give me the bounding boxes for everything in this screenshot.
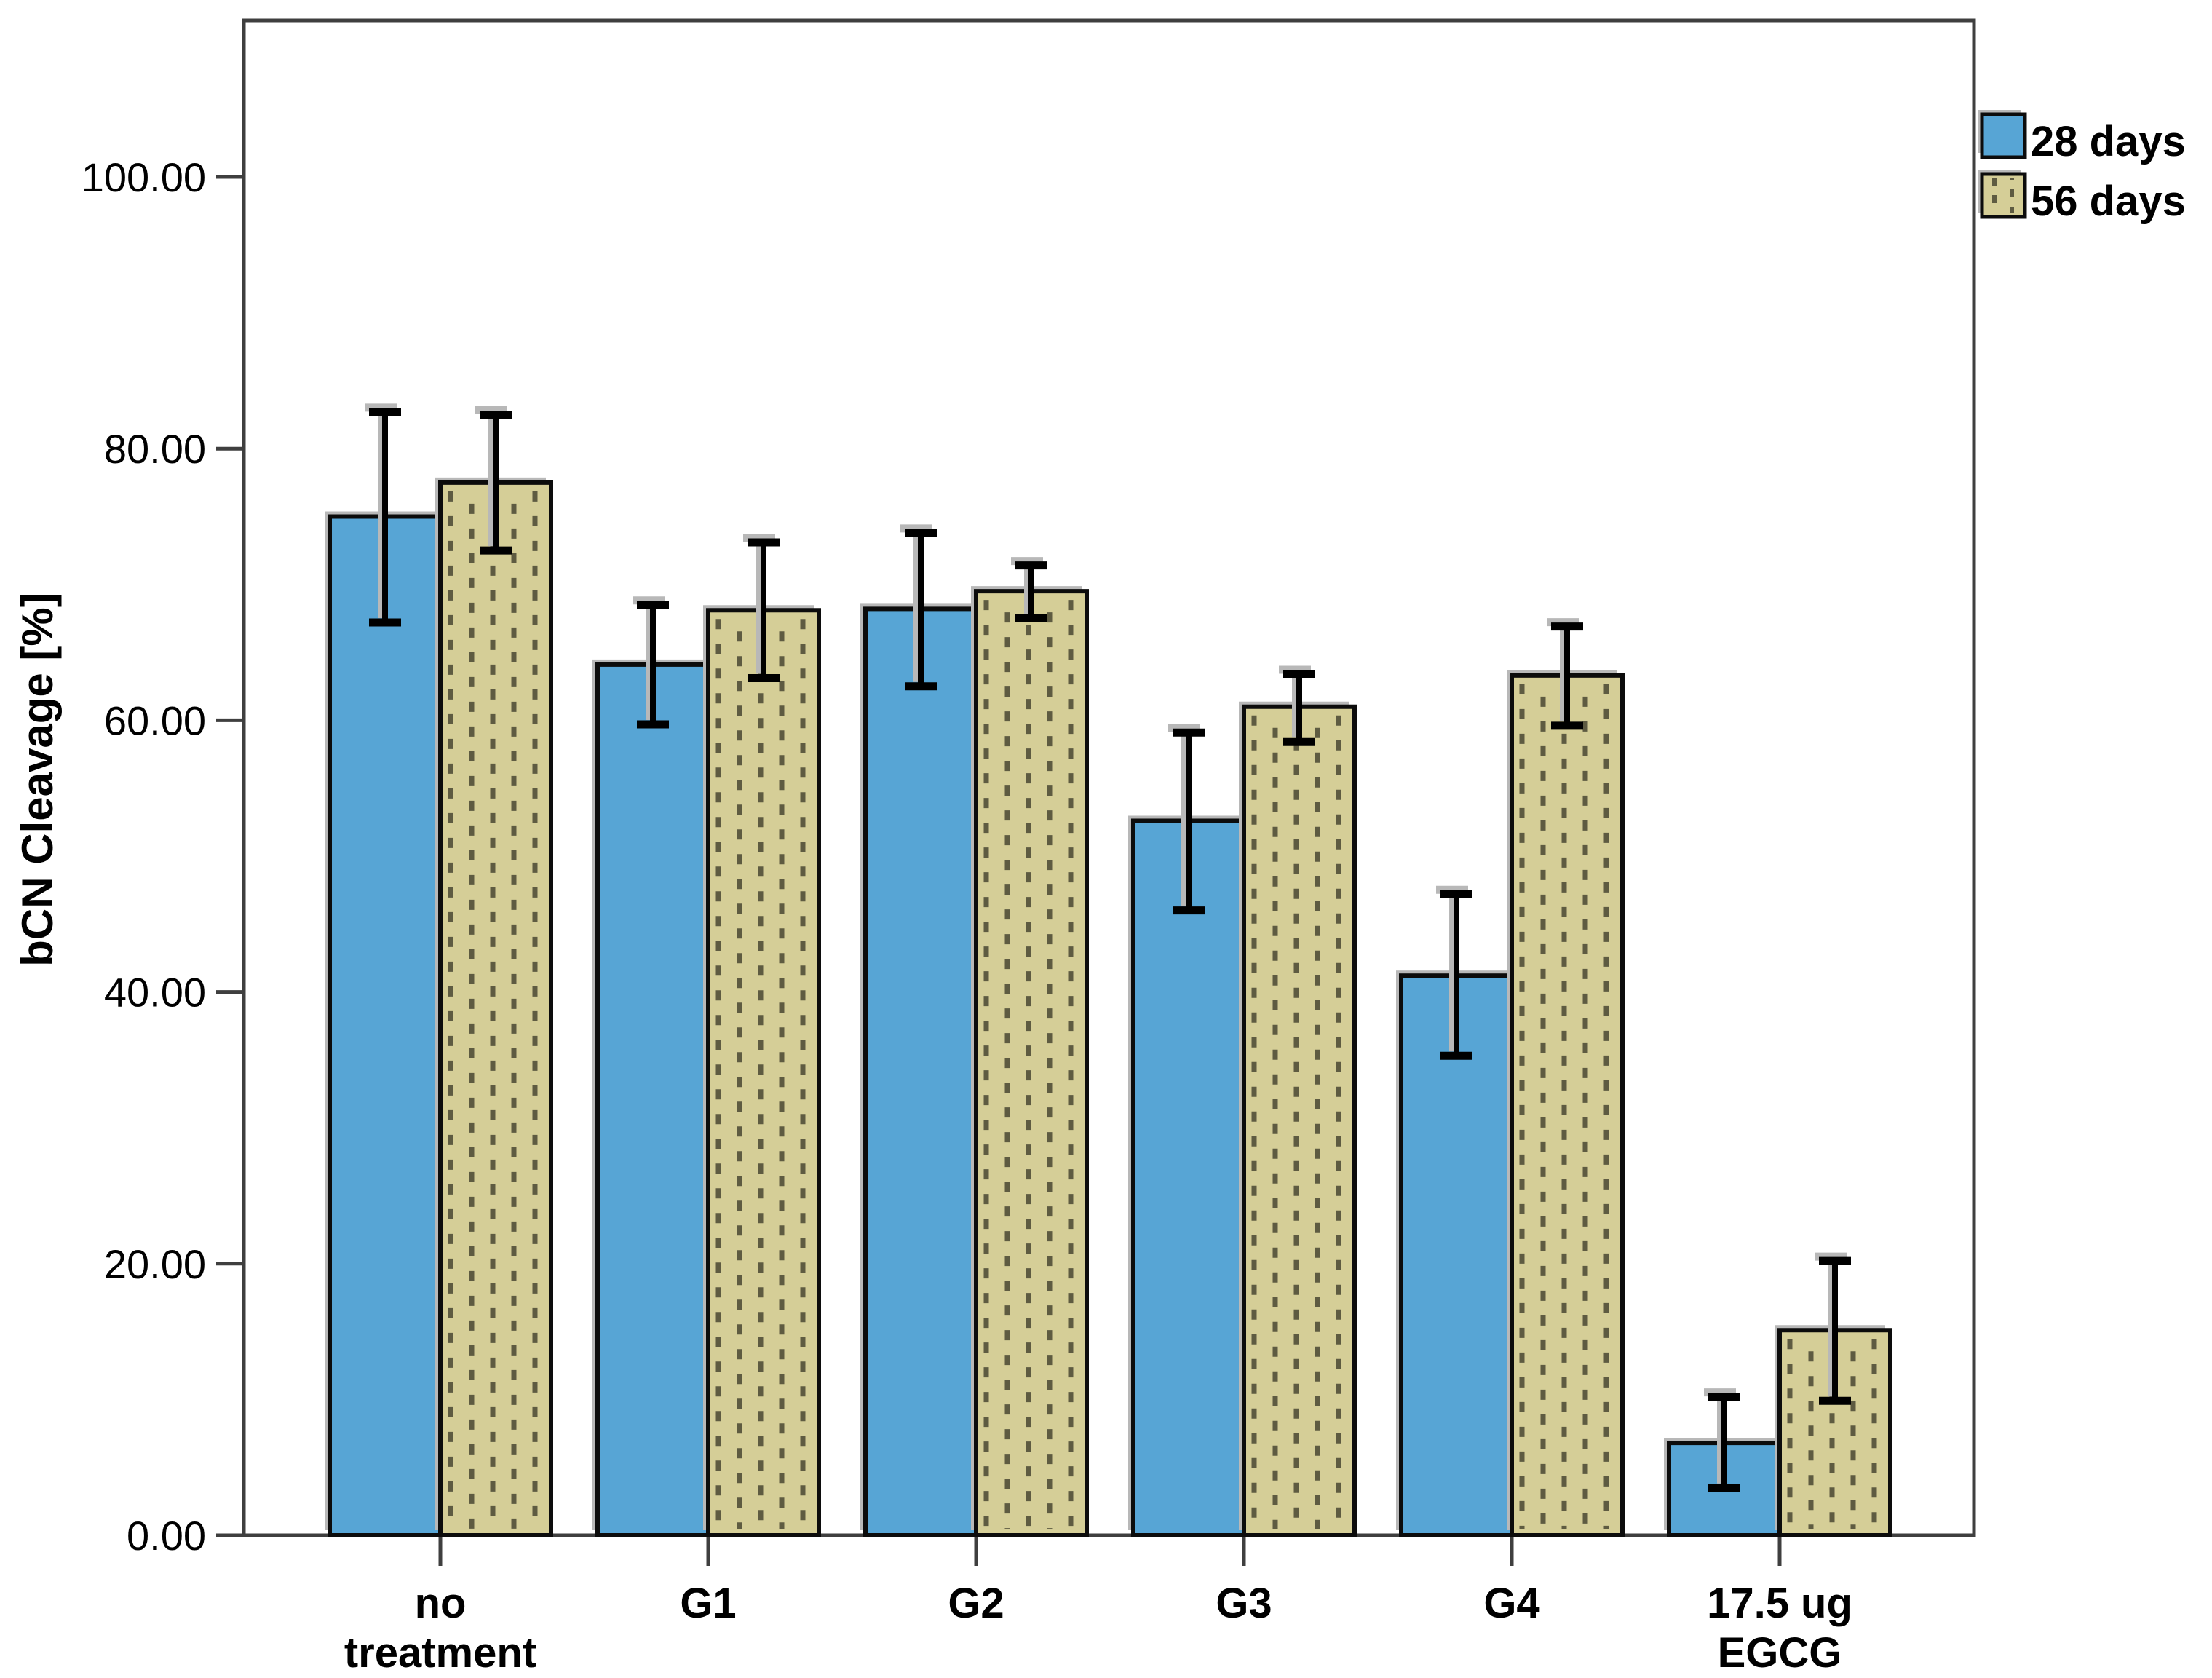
legend-swatch-56-days [1980,172,2027,219]
x-category-label-g1-line1: G1 [680,1580,736,1627]
x-category-label-17-5-ug-egcg-line2: EGCG [1718,1629,1842,1677]
y-axis-title: bCN Cleavage [%] [13,593,62,966]
x-category-label-g2-line1: G2 [948,1580,1004,1627]
bar-28-days-no-treatment [328,514,443,1537]
legend-label-56-days: 56 days [2031,178,2186,225]
x-category-label-17-5-ug-egcg-line1: 17.5 ug [1707,1580,1852,1627]
y-tick-label-40: 40.00 [104,970,206,1016]
bar-28-days-g2 [863,606,978,1538]
x-category-label-no-treatment-line1: no [415,1580,467,1627]
x-category-label-g3-line1: G3 [1216,1580,1272,1627]
legend-label-28-days: 28 days [2031,118,2186,165]
legend-swatch-28-days [1980,112,2027,159]
bar-28-days-g3 [1131,818,1246,1537]
y-tick-label-0: 0.00 [127,1513,206,1559]
bar-28-days-g4 [1399,973,1514,1537]
y-tick-label-100: 100.00 [82,154,206,200]
plot-frame [242,18,1976,1537]
y-tick-label-60: 60.00 [104,697,206,743]
y-tick-label-20: 20.00 [104,1241,206,1287]
x-category-label-no-treatment-line2: treatment [344,1629,536,1677]
bar-28-days-g1 [595,662,710,1537]
x-category-label-g4-line1: G4 [1483,1580,1539,1627]
y-tick-label-80: 80.00 [104,426,206,472]
